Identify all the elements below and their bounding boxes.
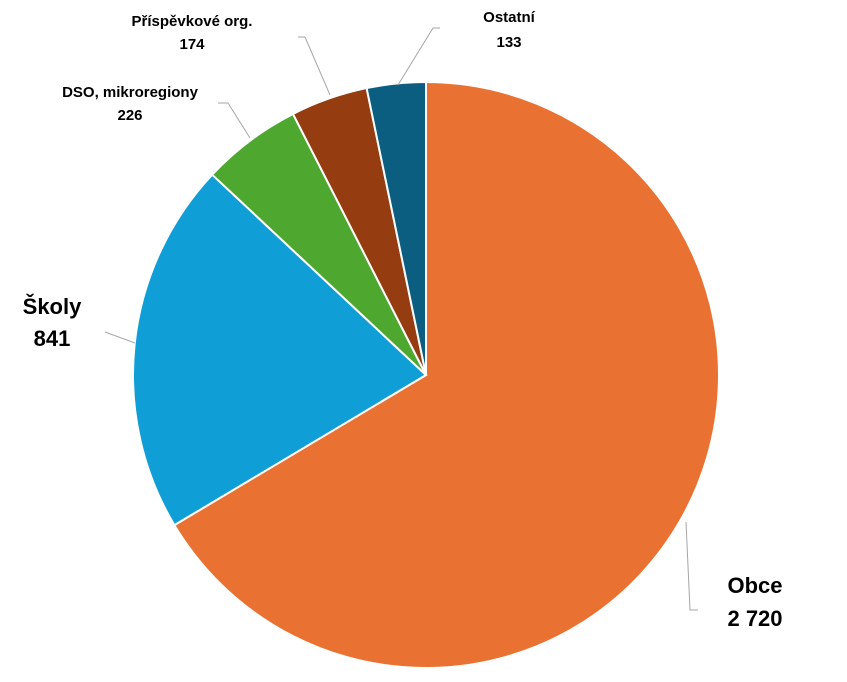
value-label: 2 720 xyxy=(727,606,782,631)
leader-line xyxy=(685,521,698,611)
value-label: 841 xyxy=(34,326,71,351)
leader-line xyxy=(298,36,331,96)
leader-line xyxy=(397,27,440,86)
slice-label: DSO, mikroregiony xyxy=(62,84,199,101)
pie-slice xyxy=(365,80,427,376)
pie-slice xyxy=(173,80,720,669)
slice-label: Školy xyxy=(23,294,82,319)
value-label: 226 xyxy=(117,107,142,124)
slice-label: Příspěvkové org. xyxy=(132,13,253,30)
value-label: 174 xyxy=(179,36,205,53)
slice-label: Obce xyxy=(727,573,782,598)
value-label: 133 xyxy=(496,34,521,51)
leader-line xyxy=(218,102,251,139)
leader-line xyxy=(104,331,136,344)
pie-slice xyxy=(132,173,428,527)
slice-label: Ostatní xyxy=(483,9,536,26)
